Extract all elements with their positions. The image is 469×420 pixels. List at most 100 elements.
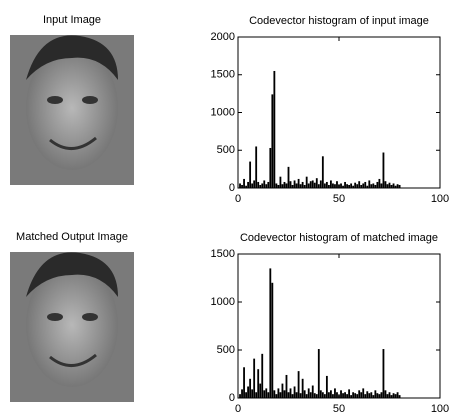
bar [376,393,379,398]
bar [245,185,247,188]
bar [380,183,383,188]
bar [390,395,393,398]
bar [307,388,310,398]
y-tick-label: 0 [229,182,235,194]
bar [279,176,282,188]
bar [358,181,361,188]
bar [239,183,241,188]
bar [398,184,401,188]
bar [279,392,282,398]
bar [295,392,298,398]
x-tick-label: 0 [235,193,241,205]
y-tick-label: 1000 [211,296,235,308]
bar [249,161,252,188]
bar [319,390,322,398]
bar [388,182,391,188]
bar [267,181,270,188]
bar [299,184,302,188]
bar [368,180,371,188]
bar [245,392,247,398]
bar [289,181,292,188]
bar [303,184,306,188]
bar [265,184,268,188]
bar [372,395,375,398]
y-tick-label: 1500 [211,248,235,260]
bar [362,388,365,398]
bar [293,180,296,188]
x-tick-label: 100 [431,403,449,415]
y-tick-label: 1500 [211,69,235,81]
bar [336,181,338,188]
bar [273,70,276,188]
bar [311,385,314,398]
bar [263,390,266,398]
bar [243,178,245,188]
bar [305,176,308,188]
bar [396,392,399,398]
bar [253,358,256,398]
bar [259,184,262,188]
bar [249,378,252,398]
bar [263,180,266,188]
bar [378,178,381,188]
y-tick-label: 2000 [211,31,235,43]
bar [311,180,314,188]
bar [261,183,264,188]
bar [313,393,316,398]
bar [289,388,292,398]
bar [315,394,318,398]
bar [350,183,353,188]
bar [344,181,346,188]
bar [257,181,260,188]
bar [376,181,379,188]
bar [372,183,375,188]
bar [241,389,243,398]
bar [340,183,342,188]
bar [287,392,290,398]
bar [364,181,367,188]
bar [366,185,369,188]
bar [346,184,348,188]
bar [362,183,365,188]
bar [283,390,286,398]
bar [386,184,389,188]
bar [348,184,351,188]
bar [344,392,346,398]
bar [360,184,363,188]
bar [275,394,278,398]
bar [323,394,326,398]
bar [386,394,389,398]
bar [303,390,306,398]
bar [271,94,274,188]
bar [301,181,304,188]
bar [348,389,351,398]
bar [283,181,286,188]
y-tick-label: 1000 [211,106,235,118]
bar [277,388,280,398]
bar [297,178,300,188]
bar [315,178,318,188]
bar [241,184,243,188]
bar [255,392,258,398]
bar [394,394,397,398]
chart-title: Codevector histogram of input image [249,15,429,27]
bar [358,390,361,398]
bar [346,394,348,398]
bar [281,383,284,398]
bar [325,375,328,398]
bar [366,391,369,398]
x-tick-label: 0 [235,403,241,415]
bar [239,394,241,398]
bar [265,388,268,398]
y-tick-label: 500 [217,344,235,356]
bar [396,184,399,188]
bar [297,371,300,398]
bar [382,152,385,188]
bar [319,180,322,188]
bar [340,390,342,398]
bar [374,390,377,398]
bar [352,392,355,398]
bar [354,393,357,398]
output-image [10,252,134,402]
bar [271,282,274,398]
